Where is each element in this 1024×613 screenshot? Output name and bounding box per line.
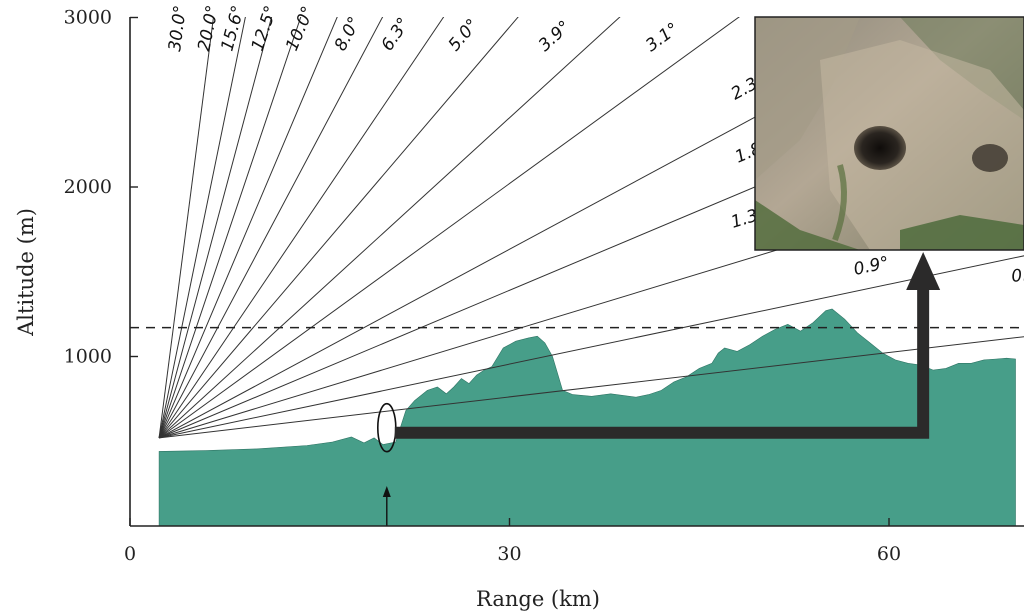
beam-line-8 (158, 17, 621, 439)
y-tick-label-2: 3000 (64, 7, 112, 29)
beam-label-13: 0.9° (852, 253, 891, 280)
beam-label-0: 30.0° (165, 4, 191, 53)
beam-label-4: 10.0° (282, 3, 318, 53)
x-tick-label-2: 60 (877, 543, 901, 565)
beam-label-7: 5.0° (445, 15, 483, 55)
beam-label-8: 3.9° (535, 17, 575, 56)
y-tick-label-0: 1000 (64, 346, 112, 368)
beam-line-13 (158, 255, 1024, 439)
beam-line-9 (158, 17, 740, 439)
beam-label-14: 0.5° (1010, 263, 1024, 287)
beam-line-12 (158, 174, 1024, 439)
beam-label-6: 6.3° (378, 14, 414, 55)
y-tick-label-1: 2000 (64, 176, 112, 198)
site-arrow-head (906, 252, 941, 290)
beam-label-3: 12.5° (248, 3, 282, 53)
x-axis-title: Range (km) (476, 587, 600, 611)
beam-line-14 (159, 336, 1024, 439)
photo-inset (754, 16, 1024, 251)
site-to-photo-arrow (394, 288, 930, 439)
terrain-area (158, 308, 1016, 526)
x-tick-group: 0 30 60 (124, 518, 901, 565)
cave-opening (854, 126, 906, 170)
beam-line-11 (158, 73, 1024, 439)
x-tick-label-1: 30 (497, 543, 521, 565)
site-pointer-arrow (382, 486, 391, 526)
beam-line-10 (158, 17, 943, 439)
y-tick-group: 1000 2000 3000 (64, 7, 138, 368)
y-axis-title: Altitude (m) (14, 208, 38, 337)
beam-label-9: 3.1° (642, 19, 683, 56)
beam-group (158, 17, 1024, 439)
x-tick-label-0: 0 (124, 543, 136, 565)
